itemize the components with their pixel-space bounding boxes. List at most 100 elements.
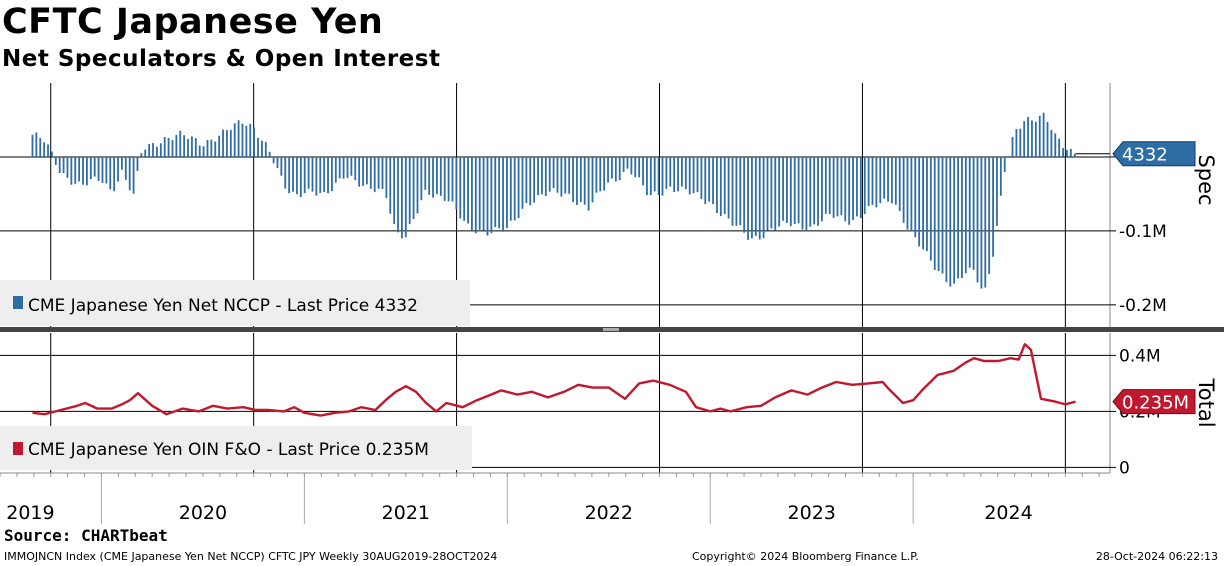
spec-bar xyxy=(723,156,726,215)
spec-bar xyxy=(735,156,738,226)
spec-bar xyxy=(684,156,687,190)
spec-bar xyxy=(455,156,458,210)
spec-bar xyxy=(447,156,450,202)
total-legend-box xyxy=(0,426,472,470)
spec-bar xyxy=(599,156,602,192)
spec-bar xyxy=(140,153,143,157)
spec-bar xyxy=(408,156,411,225)
spec-bar xyxy=(362,156,364,186)
spec-bar xyxy=(121,156,123,170)
spec-bars xyxy=(31,112,1076,289)
spec-bar xyxy=(78,156,81,182)
spec-bar xyxy=(187,138,189,157)
spec-bar xyxy=(926,156,928,252)
spec-bar xyxy=(929,156,932,261)
spec-axis-label: Spec xyxy=(1194,154,1218,205)
spec-bar xyxy=(171,140,174,157)
spec-bar xyxy=(941,156,944,274)
spec-last-value-tag: 4332 xyxy=(1112,141,1196,167)
spec-bar xyxy=(179,130,182,157)
spec-bar xyxy=(202,146,205,157)
spec-bar xyxy=(583,156,586,205)
spec-bar xyxy=(229,129,232,157)
spec-bar xyxy=(937,156,940,272)
spec-bar xyxy=(863,156,866,215)
spec-bar xyxy=(113,156,116,192)
spec-bar xyxy=(708,156,711,202)
spec-bar xyxy=(712,156,714,205)
spec-bar xyxy=(261,140,263,157)
spec-bar xyxy=(436,156,438,195)
spec-bar xyxy=(222,129,224,157)
spec-bar xyxy=(789,156,792,227)
spec-bar xyxy=(214,141,217,157)
spec-bar xyxy=(369,156,372,189)
spec-bar xyxy=(381,156,384,189)
spec-bar xyxy=(509,156,512,221)
spec-bar xyxy=(428,156,431,195)
spec-bar xyxy=(661,156,664,196)
spec-bar xyxy=(556,156,559,193)
spec-bar xyxy=(210,139,213,157)
spec-bar xyxy=(828,156,831,215)
spec-bar xyxy=(832,156,835,218)
spec-bar xyxy=(1054,133,1057,157)
spec-bar xyxy=(1066,149,1068,157)
spec-bar xyxy=(918,156,921,247)
spec-bar xyxy=(980,156,983,289)
spec-bar xyxy=(968,156,971,268)
spec-bar xyxy=(953,156,956,284)
spec-bar xyxy=(696,156,699,193)
total-tick-label: 0.4M xyxy=(1119,346,1161,366)
spec-axis-ticks: -0.1M -0.2M xyxy=(1110,156,1167,316)
spec-bar xyxy=(1031,120,1033,157)
spec-bar xyxy=(867,156,870,206)
spec-bar xyxy=(758,156,761,240)
total-legend-swatch xyxy=(13,442,23,455)
spec-bar xyxy=(498,156,501,229)
spec-bar xyxy=(879,156,882,204)
spec-bar xyxy=(591,156,594,203)
spec-bar xyxy=(175,134,178,157)
spec-tick-label: -0.1M xyxy=(1119,222,1167,242)
spec-bar xyxy=(786,156,788,223)
spec-bar xyxy=(716,156,718,214)
footer-copyright: Copyright© 2024 Bloomberg Finance L.P. xyxy=(692,550,919,563)
spec-bar xyxy=(319,156,322,193)
spec-bar xyxy=(1011,136,1014,157)
spec-bar xyxy=(782,156,784,221)
spec-bar xyxy=(996,156,998,226)
spec-bar xyxy=(517,156,520,219)
spec-bar xyxy=(564,156,567,194)
spec-bar xyxy=(245,125,248,157)
spec-bar xyxy=(292,156,294,192)
spec-bar xyxy=(568,156,571,194)
spec-bar xyxy=(502,156,504,232)
x-axis: 2019 2020 2021 2022 2023 2024 xyxy=(0,472,1110,524)
spec-bar xyxy=(747,156,749,240)
spec-bar xyxy=(607,156,609,183)
spec-bar xyxy=(296,156,298,195)
spec-bar xyxy=(117,156,119,182)
spec-bar xyxy=(797,156,800,224)
spec-bar xyxy=(218,135,221,157)
total-panel: CME Japanese Yen OIN F&O - Last Price 0.… xyxy=(0,333,1218,478)
spec-bar xyxy=(692,156,695,194)
spec-last-value: 4332 xyxy=(1122,145,1168,166)
spec-bar xyxy=(43,142,46,157)
spec-bar xyxy=(1050,129,1053,157)
spec-bar xyxy=(560,156,563,197)
spec-bar xyxy=(552,156,555,189)
spec-bar xyxy=(315,156,318,196)
source-label: Source: CHARTbeat xyxy=(4,526,168,545)
panel-divider-handle[interactable] xyxy=(603,328,619,331)
spec-bar xyxy=(821,156,823,222)
spec-bar xyxy=(665,156,668,189)
spec-bar xyxy=(579,156,582,203)
spec-bar xyxy=(272,156,275,164)
spec-bar xyxy=(191,136,193,157)
spec-bar xyxy=(82,156,84,185)
spec-bar xyxy=(840,156,843,216)
spec-bar xyxy=(844,156,847,222)
spec-bar xyxy=(93,156,96,177)
